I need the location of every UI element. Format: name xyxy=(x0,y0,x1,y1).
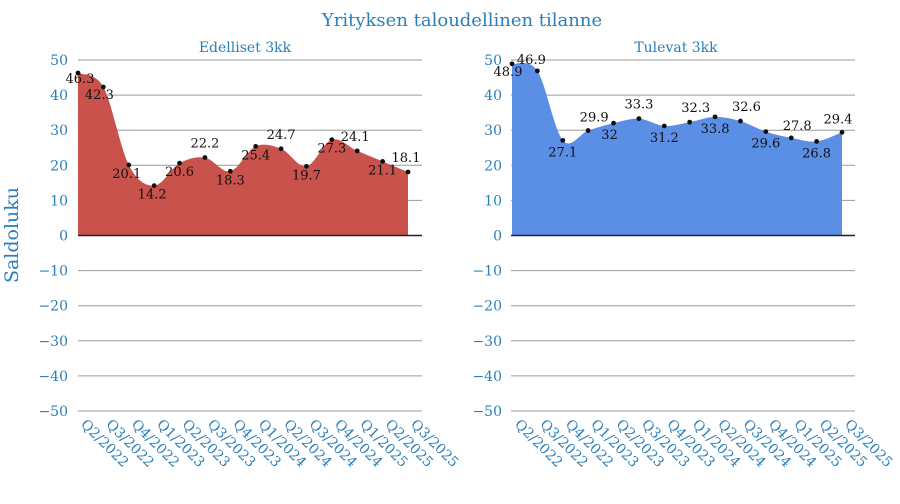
data-label: 48.9 xyxy=(494,65,523,80)
data-label: 26.8 xyxy=(802,146,831,161)
data-point xyxy=(687,119,693,125)
data-point xyxy=(329,137,335,143)
data-label: 14.2 xyxy=(138,188,167,203)
data-label: 18.3 xyxy=(216,173,245,188)
data-point xyxy=(227,168,233,174)
y-tick-label: −30 xyxy=(38,334,68,350)
data-label: 33.8 xyxy=(701,122,730,137)
y-tick-label: −20 xyxy=(38,299,68,315)
y-tick-label: −30 xyxy=(472,334,502,350)
y-tick-label: 20 xyxy=(484,158,502,174)
data-label: 32.6 xyxy=(732,100,761,115)
data-label: 29.6 xyxy=(751,137,780,152)
data-label: 27.1 xyxy=(548,145,577,160)
y-tick-label: 50 xyxy=(50,53,68,69)
y-tick-label: −20 xyxy=(472,299,502,315)
data-label: 46.3 xyxy=(66,72,95,87)
y-tick-label: −40 xyxy=(472,369,502,385)
y-tick-label: 10 xyxy=(484,193,502,209)
data-point xyxy=(738,118,743,124)
data-label: 29.4 xyxy=(824,112,853,127)
series-area xyxy=(78,72,408,236)
data-label: 21.1 xyxy=(368,163,397,178)
data-point xyxy=(380,159,386,164)
y-tick-label: 30 xyxy=(50,123,68,139)
data-point xyxy=(405,169,411,175)
y-axis-label: Saldoluku xyxy=(1,187,23,283)
y-tick-label: −50 xyxy=(472,404,502,420)
data-point xyxy=(636,116,642,122)
y-tick-label: 0 xyxy=(59,229,68,245)
data-point xyxy=(788,135,794,141)
data-point xyxy=(126,162,132,168)
data-point xyxy=(712,114,718,120)
data-label: 46.9 xyxy=(517,53,546,68)
y-tick-label: 20 xyxy=(50,158,68,174)
data-point xyxy=(763,129,769,135)
data-point xyxy=(253,143,259,149)
chart-title: Yrityksen taloudellinen tilanne xyxy=(321,10,602,31)
data-point xyxy=(151,183,157,189)
data-label: 33.3 xyxy=(624,98,653,113)
data-point xyxy=(534,68,540,74)
panel-title: Tulevat 3kk xyxy=(634,40,718,56)
data-label: 18.1 xyxy=(392,151,421,166)
panel-tulevat: Tulevat 3kk 50 40 30 20 10 0 −10 −20 −30 −40 −50 48.… xyxy=(472,40,895,471)
data-point xyxy=(839,129,845,135)
data-point xyxy=(560,137,566,143)
panel-title: Edelliset 3kk xyxy=(199,40,292,56)
data-label: 31.2 xyxy=(650,131,679,146)
data-point xyxy=(202,155,208,160)
data-label: 22.2 xyxy=(190,137,219,152)
y-tick-label: −50 xyxy=(38,404,68,420)
data-label: 29.9 xyxy=(580,111,609,126)
data-label: 42.3 xyxy=(85,88,114,103)
data-label: 20.6 xyxy=(165,165,194,180)
data-label: 27.3 xyxy=(317,142,346,157)
data-point xyxy=(354,148,360,154)
data-point xyxy=(611,120,616,126)
data-label: 27.8 xyxy=(783,119,812,134)
data-label: 24.1 xyxy=(341,130,370,145)
y-tick-label: −40 xyxy=(38,369,68,385)
data-point xyxy=(814,139,820,144)
data-point xyxy=(278,146,284,152)
data-point xyxy=(100,84,106,90)
data-point xyxy=(177,160,182,166)
y-tick-label: −10 xyxy=(38,264,68,280)
data-label: 20.1 xyxy=(112,167,141,182)
data-point xyxy=(661,123,667,129)
y-tick-label: 10 xyxy=(50,193,68,209)
data-point xyxy=(509,61,515,67)
panel-edelliset: Edelliset 3kk 50 40 30 20 10 0 −10 −20 −30 −40 −50 4… xyxy=(38,40,461,471)
data-label: 25.4 xyxy=(241,148,270,163)
y-tick-label: −10 xyxy=(472,264,502,280)
data-label: 32 xyxy=(601,128,618,143)
data-label: 24.7 xyxy=(267,128,296,143)
data-label: 32.3 xyxy=(681,101,710,116)
data-label: 19.7 xyxy=(292,168,321,183)
series-area xyxy=(512,63,842,236)
data-point xyxy=(304,163,309,169)
y-tick-label: 30 xyxy=(484,123,502,139)
data-point xyxy=(75,70,81,76)
y-tick-label: 40 xyxy=(484,88,502,104)
y-tick-label: 50 xyxy=(484,53,502,69)
y-tick-label: 0 xyxy=(493,229,502,245)
data-point xyxy=(585,128,591,133)
y-tick-label: 40 xyxy=(50,88,68,104)
